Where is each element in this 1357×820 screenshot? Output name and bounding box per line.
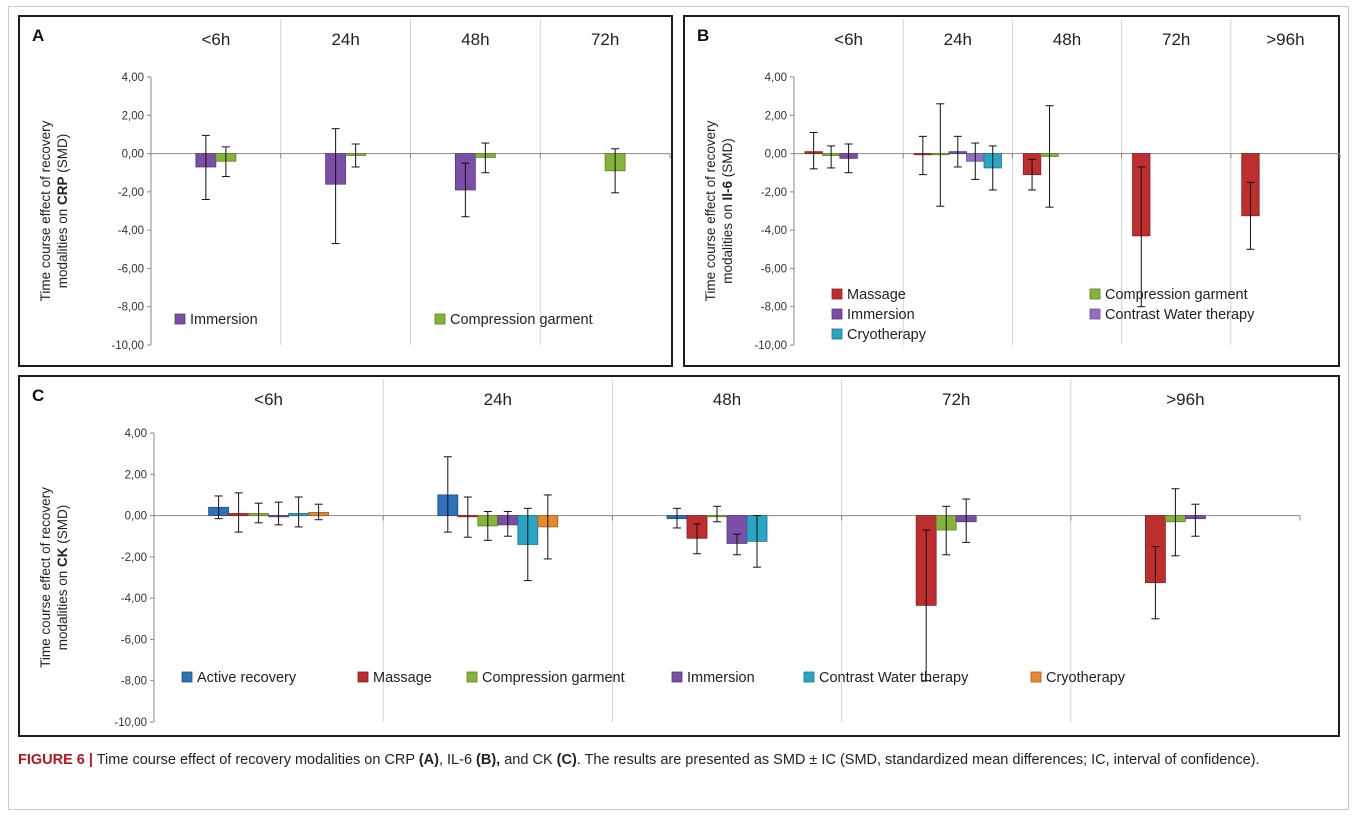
category-label-72h: 72h bbox=[591, 30, 619, 49]
panel-b: B <6h 24h 48h 72h >96h 4,00 2,00 0,00 -2,00 -4,00 -… bbox=[683, 15, 1341, 367]
category-label-24h: 24h bbox=[944, 30, 972, 49]
caption-ref-b: (B), bbox=[476, 752, 501, 768]
category-label-96h: >96h bbox=[1166, 390, 1204, 409]
legend-label-immersion: Immersion bbox=[190, 312, 258, 328]
chart-ck: C <6h 24h 48h 72h >96h 4,00 2,00 0,00 -2,00 -4,00 -… bbox=[32, 379, 1301, 729]
figure-label: FIGURE 6 | bbox=[18, 752, 93, 768]
chart-crp: A <6h 24h 48h 72h 4,00 2,00 0,00 -2,00 -4,00 -6,00… bbox=[32, 19, 671, 352]
category-label-72h: 72h bbox=[1162, 30, 1190, 49]
y-tick-label: -10,00 bbox=[111, 340, 144, 352]
panel-letter-c: C bbox=[32, 386, 44, 405]
legend-label-cryotherapy: Cryotherapy bbox=[847, 327, 927, 343]
caption-text-3: and CK bbox=[500, 752, 557, 768]
y-tick-label: 4,00 bbox=[122, 72, 144, 84]
y-axis-label-unit: (SMD) bbox=[720, 138, 735, 181]
panel-letter-b: B bbox=[697, 26, 709, 45]
category-label-6h: <6h bbox=[254, 390, 283, 409]
caption-ref-a: (A) bbox=[418, 752, 439, 768]
y-tick-label: -4,00 bbox=[121, 593, 147, 605]
y-tick-label: -2,00 bbox=[118, 187, 144, 199]
legend-label-compression-garment: Compression garment bbox=[1105, 287, 1248, 303]
legend-swatch-active-recovery bbox=[181, 671, 193, 683]
y-axis-label-metric: CRP bbox=[55, 176, 70, 205]
category-label-96h: >96h bbox=[1266, 30, 1304, 49]
y-tick-label: 4,00 bbox=[765, 72, 787, 84]
legend-swatch-immersion bbox=[831, 308, 843, 320]
category-label-48h: 48h bbox=[713, 390, 741, 409]
legend-label-massage: Massage bbox=[373, 670, 432, 686]
y-axis-label: Time course effect of recovery modalities… bbox=[38, 120, 70, 301]
y-tick-label: -6,00 bbox=[761, 263, 787, 275]
category-label-72h: 72h bbox=[942, 390, 970, 409]
legend-swatch-compression-garment bbox=[466, 671, 478, 683]
y-axis-label-line-1: Time course effect of recovery bbox=[703, 120, 718, 301]
y-tick-label: 0,00 bbox=[765, 149, 787, 161]
y-tick-label: 2,00 bbox=[125, 469, 147, 481]
legend-swatch-cryotherapy bbox=[1030, 671, 1042, 683]
category-label-48h: 48h bbox=[1053, 30, 1081, 49]
y-tick-label: -10,00 bbox=[754, 340, 787, 352]
y-tick-label: -2,00 bbox=[121, 552, 147, 564]
y-tick-label: 4,00 bbox=[125, 428, 147, 440]
legend-swatch-contrast-water-therapy bbox=[803, 671, 815, 683]
y-tick-label: -6,00 bbox=[121, 634, 147, 646]
chart-il6: B <6h 24h 48h 72h >96h 4,00 2,00 0,00 -2,00 -4,00 -… bbox=[697, 19, 1341, 352]
panel-a: A <6h 24h 48h 72h 4,00 2,00 0,00 -2,00 -4,00 -6,00… bbox=[18, 15, 673, 367]
legend-label-contrast-water-therapy: Contrast Water therapy bbox=[1105, 307, 1255, 323]
legend-swatch-contrast-water-therapy bbox=[1089, 308, 1101, 320]
legend-label-massage: Massage bbox=[847, 287, 906, 303]
y-axis-label-line-1: Time course effect of recovery bbox=[38, 487, 53, 668]
caption-text-2: , IL-6 bbox=[438, 752, 477, 768]
legend-label-contrast-water-therapy: Contrast Water therapy bbox=[819, 670, 969, 686]
legend-swatch-massage bbox=[831, 288, 843, 300]
category-label-6h: <6h bbox=[834, 30, 863, 49]
y-axis-label-line-2: modalities on bbox=[720, 200, 735, 283]
legend-swatch-compression-garment bbox=[434, 313, 446, 325]
y-tick-label: -8,00 bbox=[121, 676, 147, 688]
y-tick-label: -6,00 bbox=[118, 263, 144, 275]
legend-swatch-immersion bbox=[174, 313, 186, 325]
y-tick-label: -4,00 bbox=[761, 225, 787, 237]
legend-swatch-compression-garment bbox=[1089, 288, 1101, 300]
y-axis-label-line-2: modalities on bbox=[55, 205, 70, 288]
legend-swatch-massage bbox=[357, 671, 369, 683]
legend-label-immersion: Immersion bbox=[687, 670, 755, 686]
figure-caption: FIGURE 6 | Time course effect of recover… bbox=[18, 750, 1338, 771]
y-tick-label: -8,00 bbox=[118, 302, 144, 314]
legend-label-compression-garment: Compression garment bbox=[450, 312, 593, 328]
category-label-24h: 24h bbox=[484, 390, 512, 409]
legend-label-active-recovery: Active recovery bbox=[197, 670, 297, 686]
panel-letter-a: A bbox=[32, 26, 44, 45]
legend-swatch-immersion bbox=[671, 671, 683, 683]
caption-ref-c: (C) bbox=[556, 752, 577, 768]
y-axis-label-line-1: Time course effect of recovery bbox=[38, 120, 53, 301]
caption-text-1: Time course effect of recovery modalitie… bbox=[92, 752, 419, 768]
y-axis-label: Time course effect of recovery modalities… bbox=[703, 120, 735, 301]
y-tick-label: 2,00 bbox=[122, 110, 144, 122]
y-axis-label-metric: CK bbox=[55, 547, 70, 567]
figure-frame bbox=[8, 6, 1349, 810]
category-label-6h: <6h bbox=[201, 30, 230, 49]
y-tick-label: 0,00 bbox=[122, 149, 144, 161]
legend-label-compression-garment: Compression garment bbox=[482, 670, 625, 686]
y-axis-label-metric: Il-6 bbox=[720, 180, 735, 200]
legend-label-cryotherapy: Cryotherapy bbox=[1046, 670, 1126, 686]
y-tick-label: 2,00 bbox=[765, 110, 787, 122]
y-axis-label: Time course effect of recovery modalities… bbox=[38, 487, 70, 668]
legend-label-immersion: Immersion bbox=[847, 307, 915, 323]
y-tick-label: 0,00 bbox=[125, 511, 147, 523]
y-axis-label-line-2: modalities on bbox=[55, 567, 70, 650]
y-tick-label: -10,00 bbox=[114, 717, 147, 729]
category-label-48h: 48h bbox=[461, 30, 489, 49]
legend-swatch-cryotherapy bbox=[831, 328, 843, 340]
y-tick-label: -4,00 bbox=[118, 225, 144, 237]
y-axis-label-unit: (SMD) bbox=[55, 505, 70, 548]
category-label-24h: 24h bbox=[331, 30, 359, 49]
y-tick-label: -2,00 bbox=[761, 187, 787, 199]
y-tick-label: -8,00 bbox=[761, 302, 787, 314]
y-axis-label-unit: (SMD) bbox=[55, 134, 70, 177]
panel-c: C <6h 24h 48h 72h >96h 4,00 2,00 0,00 -2,00 -4,00 -… bbox=[18, 375, 1340, 737]
caption-text-4: . The results are presented as SMD ± IC … bbox=[576, 752, 1260, 768]
